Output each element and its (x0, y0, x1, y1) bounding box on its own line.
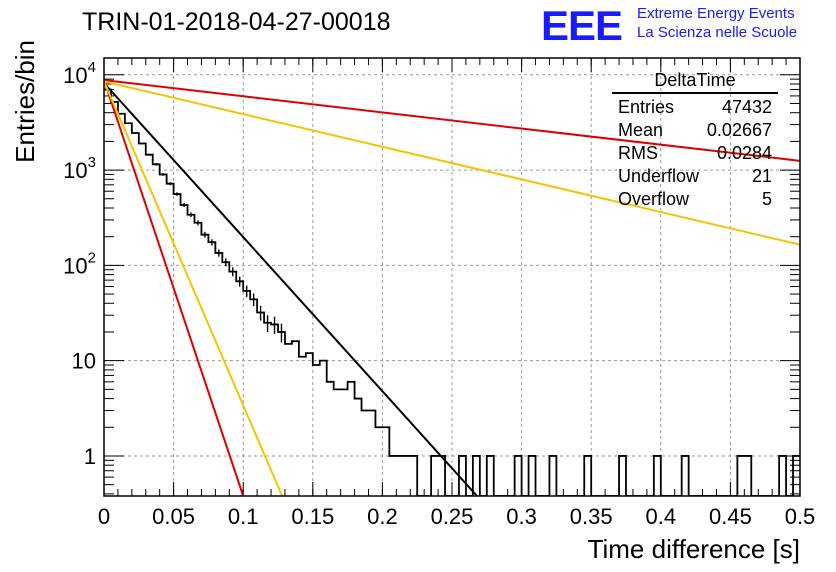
x-tick-label: 0.2 (367, 504, 398, 529)
y-tick-label: 104 (63, 59, 96, 88)
fit-line-2 (104, 81, 284, 496)
stats-row-rms: RMS 0.0284 (612, 142, 778, 165)
stats-value: 0.02667 (706, 120, 772, 140)
histogram-outline (104, 88, 800, 496)
y-axis-label: Entries/bin (10, 40, 40, 163)
stats-row-overflow: Overflow 5 (612, 188, 778, 211)
logo-caption: Extreme Energy Events La Scienza nelle S… (637, 4, 797, 42)
fit-line-4 (104, 80, 800, 246)
fit-line-3 (104, 79, 800, 162)
x-tick-label: 0.05 (152, 504, 195, 529)
x-tick-label: 0.15 (291, 504, 334, 529)
x-tick-label: 0.45 (709, 504, 752, 529)
stats-label: RMS (618, 143, 658, 163)
stats-box: DeltaTime Entries 47432 Mean 0.02667 RMS… (612, 70, 778, 211)
stats-value: 47432 (721, 97, 772, 117)
x-tick-label: 0.3 (506, 504, 537, 529)
x-tick-label: 0.4 (646, 504, 677, 529)
x-tick-label: 0.5 (785, 504, 816, 529)
chart-title: TRIN-01-2018-04-27-00018 (82, 8, 391, 36)
stats-label: Entries (618, 97, 675, 117)
stats-value: 21 (751, 166, 772, 186)
x-tick-label: 0.1 (228, 504, 259, 529)
x-tick-label: 0.35 (570, 504, 613, 529)
plot-frame (103, 57, 801, 497)
x-tick-label: 0.25 (431, 504, 474, 529)
y-tick-label: 1 (84, 444, 96, 469)
stats-value: 0.0284 (716, 143, 772, 163)
fit-line-0 (104, 82, 478, 496)
y-tick-label: 102 (63, 249, 96, 278)
x-tick-label: 0 (98, 504, 110, 529)
logo-caption-line1: Extreme Energy Events (637, 5, 795, 22)
stats-label: Overflow (618, 189, 690, 209)
stats-label: Underflow (618, 166, 700, 186)
x-axis-label: Time difference [s] (588, 534, 800, 564)
stats-label: Mean (618, 120, 664, 140)
stats-row-underflow: Underflow 21 (612, 165, 778, 188)
stats-title: DeltaTime (612, 70, 778, 94)
eee-logo: EEE (541, 2, 623, 49)
stats-value: 5 (761, 189, 772, 209)
fit-line-1 (104, 79, 245, 496)
y-tick-label: 103 (63, 154, 96, 183)
y-tick-label: 10 (72, 349, 96, 374)
stats-row-mean: Mean 0.02667 (612, 119, 778, 142)
logo-caption-line2: La Scienza nelle Scuole (637, 24, 798, 41)
stats-row-entries: Entries 47432 (612, 96, 778, 119)
